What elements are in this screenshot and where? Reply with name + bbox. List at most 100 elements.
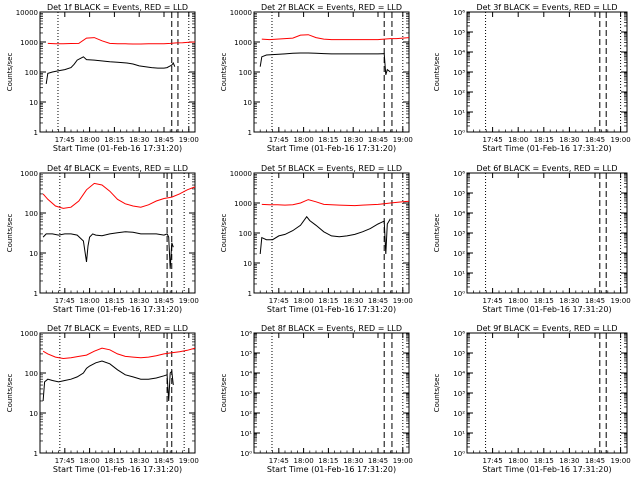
x-axis-label: Start Time (01-Feb-16 17:31:20) (267, 305, 396, 314)
panel-title: Det 4f BLACK = Events, RED = LLD (47, 164, 188, 173)
y-tick-label: 100 (25, 210, 38, 218)
x-tick-label: 18:15 (534, 136, 554, 144)
y-tick-label: 10⁵ (240, 350, 252, 358)
x-tick-label: 18:30 (343, 136, 363, 144)
x-tick-label: 19:00 (393, 136, 413, 144)
y-tick-label: 1000 (20, 330, 38, 338)
x-tick-label: 18:30 (129, 136, 149, 144)
panel-title: Det 5f BLACK = Events, RED = LLD (261, 164, 402, 173)
x-tick-label: 18:15 (104, 457, 124, 465)
events-series-line (42, 360, 174, 402)
lld-series-line (47, 37, 196, 45)
y-tick-label: 100 (25, 370, 38, 378)
y-tick-label: 10000 (230, 9, 252, 17)
y-tick-label: 1 (248, 129, 252, 137)
x-tick-label: 17:45 (55, 457, 75, 465)
y-tick-label: 10³ (240, 390, 252, 398)
y-tick-label: 10⁴ (453, 49, 465, 57)
y-tick-label: 100 (239, 69, 252, 77)
detector-panel: Det 1f BLACK = Events, RED = LLD 1 10 100 10… (6, 3, 199, 153)
y-tick-label: 10⁰ (453, 450, 465, 458)
lld-series-line (42, 347, 196, 360)
y-tick-label: 10 (243, 260, 252, 268)
y-tick-label: 10⁵ (453, 350, 465, 358)
y-tick-label: 1000 (234, 200, 252, 208)
y-axis-label: Counts/sec (433, 374, 441, 413)
y-tick-label: 10 (243, 99, 252, 107)
x-tick-label: 18:30 (559, 457, 579, 465)
y-tick-label: 10² (453, 410, 465, 418)
x-axis-label: Start Time (01-Feb-16 17:31:20) (267, 465, 396, 474)
y-axis-label: Counts/sec (6, 374, 14, 413)
x-tick-label: 18:30 (129, 297, 149, 305)
y-axis-label: Counts/sec (433, 214, 441, 253)
x-tick-label: 19:00 (179, 297, 199, 305)
x-tick-label: 18:30 (343, 297, 363, 305)
x-tick-label: 17:45 (55, 297, 75, 305)
events-series-line (259, 52, 391, 76)
y-axis-label: Counts/sec (220, 214, 228, 253)
x-tick-label: 19:00 (611, 297, 631, 305)
y-tick-label: 1 (248, 290, 252, 298)
x-tick-label: 18:45 (585, 297, 605, 305)
x-tick-label: 17:45 (269, 297, 289, 305)
x-tick-label: 19:00 (611, 457, 631, 465)
x-tick-label: 17:45 (483, 297, 503, 305)
x-tick-label: 18:15 (534, 457, 554, 465)
x-tick-label: 18:45 (154, 297, 174, 305)
y-axis-label: Counts/sec (6, 214, 14, 253)
x-tick-label: 18:00 (294, 297, 314, 305)
y-tick-label: 10 (29, 250, 38, 258)
y-tick-label: 10⁰ (453, 129, 465, 137)
panel-title: Det 7f BLACK = Events, RED = LLD (47, 324, 188, 333)
x-tick-label: 19:00 (393, 457, 413, 465)
x-tick-label: 18:45 (585, 136, 605, 144)
panel-title: Det 3f BLACK = Events, RED = LLD (476, 3, 617, 12)
x-tick-label: 18:15 (318, 297, 338, 305)
x-tick-label: 18:30 (129, 457, 149, 465)
x-tick-label: 18:45 (154, 457, 174, 465)
lld-series-line (261, 199, 410, 207)
plot-frame (466, 172, 628, 294)
panel-title: Det 8f BLACK = Events, RED = LLD (261, 324, 402, 333)
y-tick-label: 10² (453, 250, 465, 258)
x-tick-label: 18:45 (368, 297, 388, 305)
x-tick-label: 18:00 (294, 136, 314, 144)
events-series-line (45, 56, 176, 84)
y-tick-label: 10¹ (453, 430, 465, 438)
x-axis-label: Start Time (01-Feb-16 17:31:20) (53, 465, 182, 474)
plot-frame (466, 11, 628, 133)
y-tick-label: 10³ (453, 390, 465, 398)
y-axis-label: Counts/sec (220, 374, 228, 413)
x-tick-label: 19:00 (393, 297, 413, 305)
panel-title: Det 1f BLACK = Events, RED = LLD (47, 3, 188, 12)
x-axis-label: Start Time (01-Feb-16 17:31:20) (482, 305, 611, 314)
x-axis-label: Start Time (01-Feb-16 17:31:20) (482, 465, 611, 474)
x-tick-label: 19:00 (611, 136, 631, 144)
x-tick-label: 18:15 (318, 457, 338, 465)
y-tick-label: 10⁵ (453, 190, 465, 198)
detector-panel: Det 8f BLACK = Events, RED = LLD 10⁰ 10¹ 10… (220, 324, 413, 474)
x-tick-label: 18:45 (585, 457, 605, 465)
x-tick-label: 18:45 (368, 136, 388, 144)
y-tick-label: 10³ (453, 230, 465, 238)
y-tick-label: 1000 (20, 170, 38, 178)
x-tick-label: 18:15 (104, 297, 124, 305)
detector-panel: Det 2f BLACK = Events, RED = LLD 1 10 100 10… (220, 3, 413, 153)
x-tick-label: 18:15 (534, 297, 554, 305)
x-tick-label: 18:45 (368, 457, 388, 465)
events-series-line (259, 215, 391, 255)
y-axis-label: Counts/sec (6, 53, 14, 92)
y-tick-label: 10⁵ (453, 29, 465, 37)
y-tick-label: 10² (240, 410, 252, 418)
y-tick-label: 10² (453, 89, 465, 97)
y-tick-label: 10000 (16, 9, 38, 17)
lld-series-line (261, 34, 410, 41)
y-tick-label: 1 (34, 129, 38, 137)
x-tick-label: 17:45 (269, 457, 289, 465)
y-tick-label: 10⁴ (453, 370, 465, 378)
detector-panel: Det 6f BLACK = Events, RED = LLD 10⁰ 10¹ 10… (433, 164, 631, 314)
y-tick-label: 100 (25, 69, 38, 77)
x-tick-label: 19:00 (179, 457, 199, 465)
